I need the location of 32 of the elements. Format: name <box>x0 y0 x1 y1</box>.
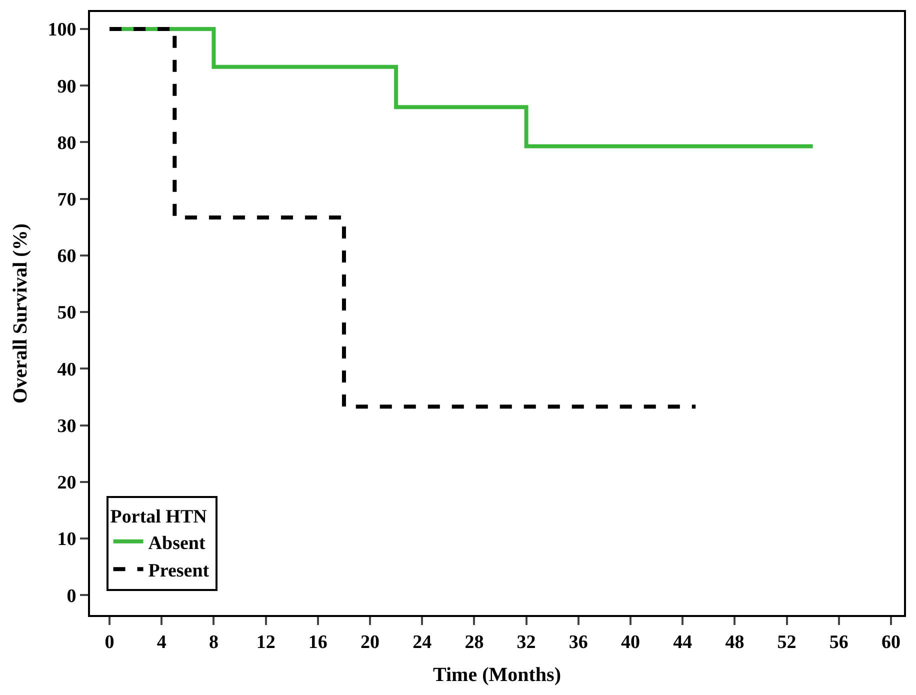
x-tick-label: 52 <box>777 632 796 653</box>
y-tick-label: 0 <box>66 586 76 607</box>
legend-label: Present <box>148 560 210 582</box>
y-tick-label: 10 <box>57 529 76 550</box>
y-tick-label: 80 <box>57 132 76 154</box>
x-tick-label: 36 <box>568 632 588 653</box>
x-tick-label: 56 <box>829 632 848 653</box>
y-tick-label: 60 <box>57 246 76 268</box>
x-tick-label: 44 <box>673 632 693 653</box>
y-tick-label: 90 <box>57 76 76 98</box>
y-tick-label: 30 <box>57 416 76 437</box>
y-tick-label: 40 <box>57 359 76 380</box>
x-tick-label: 0 <box>104 632 114 653</box>
x-tick-label: 40 <box>621 632 640 653</box>
x-tick-label: 32 <box>516 632 536 653</box>
x-axis-title: Time (Months) <box>433 664 561 686</box>
x-tick-label: 12 <box>256 632 276 653</box>
y-tick-label: 50 <box>57 302 76 324</box>
x-tick-label: 24 <box>412 632 432 653</box>
x-tick-label: 8 <box>208 632 218 653</box>
x-tick-label: 48 <box>725 632 744 653</box>
y-axis-title: Overall Survival (%) <box>10 224 32 404</box>
x-tick-label: 4 <box>156 632 167 653</box>
x-tick-label: 28 <box>464 632 484 653</box>
x-tick-label: 20 <box>360 632 380 653</box>
y-tick-label: 70 <box>57 190 76 210</box>
y-tick-label: 100 <box>48 20 76 41</box>
legend-title: Portal HTN <box>110 506 208 528</box>
y-tick-label: 20 <box>57 472 76 494</box>
x-tick-label: 16 <box>308 632 328 653</box>
legend-label: Absent <box>148 532 206 554</box>
x-tick-label: 60 <box>881 632 900 653</box>
